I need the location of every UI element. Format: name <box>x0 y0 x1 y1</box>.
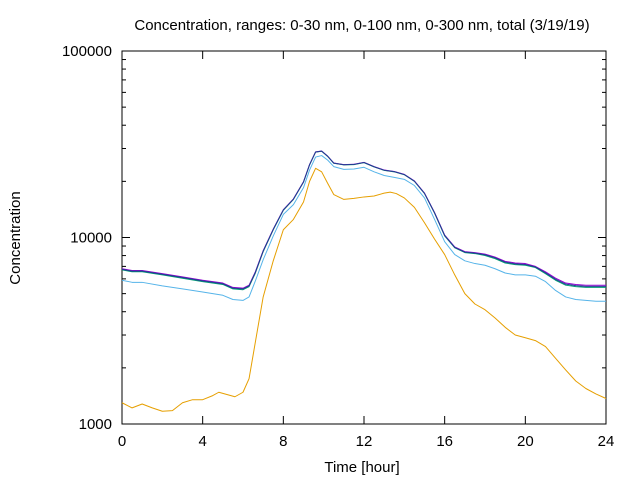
y-axis: 1000 10000 100000 <box>62 43 606 433</box>
x-tick-label: 20 <box>517 433 534 450</box>
y-tick-label: 100000 <box>62 43 112 60</box>
y-tick-label: 1000 <box>79 416 112 433</box>
series-line-1 <box>121 155 606 302</box>
x-tick-label: 24 <box>598 433 615 450</box>
x-axis-label: Time [hour] <box>324 459 399 476</box>
x-tick-label: 0 <box>118 433 126 450</box>
x-axis: 0 4 8 12 16 20 24 <box>118 51 615 450</box>
series-line-0 <box>121 167 607 412</box>
chart-title: Concentration, ranges: 0-30 nm, 0-100 nm… <box>134 17 589 34</box>
x-tick-label: 4 <box>198 433 206 450</box>
y-tick-label: 10000 <box>70 230 112 247</box>
x-tick-label: 8 <box>279 433 287 450</box>
series-line-4 <box>121 150 606 290</box>
x-tick-label: 12 <box>356 433 373 450</box>
x-tick-label: 16 <box>436 433 453 450</box>
plot-series <box>121 150 607 412</box>
series-line-2 <box>121 150 606 291</box>
y-axis-label: Concentration <box>7 191 24 284</box>
plot-frame <box>121 50 607 425</box>
